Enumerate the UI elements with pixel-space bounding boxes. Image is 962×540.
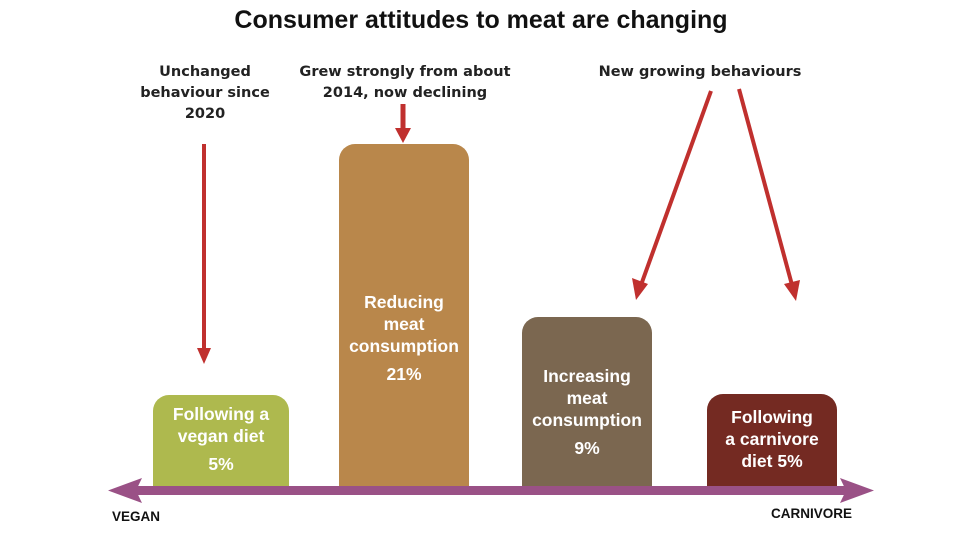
annotation-line: 2020 (184, 106, 226, 122)
arrowhead-icon (784, 280, 800, 301)
bar-label: consumption (349, 336, 459, 356)
annotation-line: New growing behaviours (598, 64, 802, 80)
arrowhead-icon (632, 278, 648, 300)
bar-value: 9% (574, 438, 600, 458)
annotation-line: 2014, now declining (322, 85, 488, 101)
pointer-arrow-carnivore (737, 88, 794, 286)
annotation-line: Unchanged (159, 64, 251, 80)
bar-label: consumption (532, 410, 642, 430)
arrowhead-icon (197, 348, 211, 364)
bar-label: Increasing (543, 366, 631, 386)
annotation-new-growing: New growing behaviours (580, 62, 820, 83)
bar-label: vegan diet (177, 426, 265, 446)
annotation-grew-strongly: Grew strongly from about 2014, now decli… (290, 62, 520, 104)
bar-label: meat (383, 314, 425, 334)
arrowhead-icon (395, 128, 411, 143)
bar-label: diet 5% (741, 451, 803, 471)
bar-label: meat (566, 388, 608, 408)
annotation-line: behaviour since (140, 85, 270, 101)
axis-line (128, 486, 854, 495)
bar-value: 5% (208, 454, 234, 474)
pointer-arrow-increasing (639, 90, 713, 286)
axis-arrowhead-left (108, 478, 142, 503)
annotation-line: Grew strongly from about (299, 64, 511, 80)
bar-value: 21% (386, 364, 422, 384)
page-title: Consumer attitudes to meat are changing (234, 6, 728, 34)
bar-vegan: Following a vegan diet 5% (153, 395, 289, 489)
bar-label: Following a (172, 404, 270, 424)
bar-reducing: Reducing meat consumption 21% (339, 144, 469, 489)
bar-label: Reducing (364, 292, 444, 312)
bar-carnivore: Following a carnivore diet 5% (707, 394, 837, 489)
axis-arrow (108, 478, 874, 503)
bar-label: Following (731, 407, 813, 427)
axis-label-vegan: VEGAN (112, 509, 161, 524)
bar-increasing: Increasing meat consumption 9% (522, 317, 652, 489)
axis-label-carnivore: CARNIVORE (771, 506, 853, 521)
axis-arrowhead-right (840, 478, 874, 503)
annotation-unchanged: Unchanged behaviour since 2020 (130, 62, 280, 125)
bar-label: a carnivore (725, 429, 819, 449)
